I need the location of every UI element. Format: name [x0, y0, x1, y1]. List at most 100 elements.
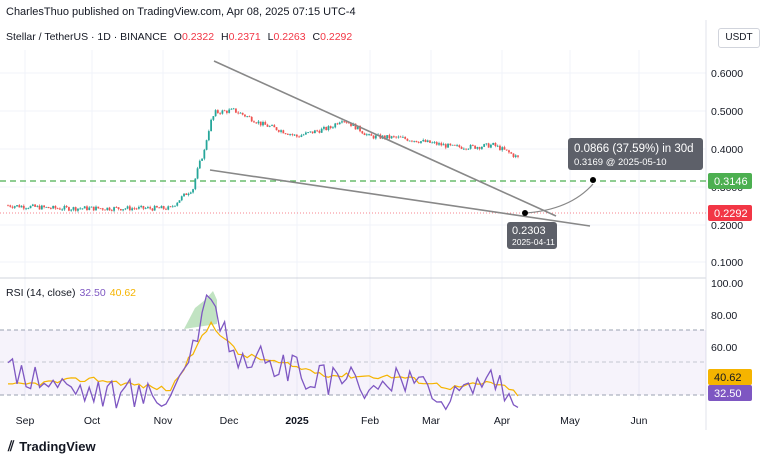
candle: [61, 209, 64, 211]
candle: [372, 135, 375, 139]
candle: [34, 204, 36, 207]
currency-button[interactable]: USDT: [718, 28, 760, 48]
candle: [43, 205, 46, 208]
candle: [147, 207, 149, 209]
candle: [31, 204, 34, 206]
candle: [219, 112, 222, 114]
wedge-upper-line: [213, 60, 557, 217]
candle: [117, 207, 120, 209]
candle: [293, 134, 296, 136]
projection-end-point: [590, 177, 596, 183]
candle: [478, 147, 481, 149]
candle: [309, 131, 312, 133]
candle: [440, 143, 443, 146]
rsi-ma-badge: [708, 369, 752, 385]
time-tick: Apr: [494, 415, 511, 427]
open-value: 0.2322: [181, 31, 215, 43]
candle: [203, 149, 206, 159]
candle: [104, 209, 106, 211]
candle: [68, 207, 70, 211]
candle: [327, 126, 330, 131]
time-tick: Mar: [422, 415, 441, 427]
candle: [280, 130, 282, 132]
candle: [514, 155, 517, 157]
candle: [99, 208, 102, 210]
candle: [124, 208, 127, 210]
candle: [11, 206, 14, 208]
candle: [52, 205, 55, 209]
candle: [289, 134, 291, 135]
candle: [402, 136, 404, 138]
candle: [212, 116, 215, 120]
candle: [336, 123, 339, 125]
candle: [415, 140, 418, 143]
candle: [142, 205, 145, 209]
low-value: 0.2263: [273, 31, 306, 43]
candle: [404, 136, 407, 139]
candle: [392, 136, 395, 138]
candle: [325, 127, 328, 131]
candle: [286, 133, 289, 135]
candle: [205, 140, 208, 150]
candle: [174, 205, 176, 207]
projection-sub: 0.3169 @ 2025-05-10: [574, 157, 667, 168]
candle: [7, 205, 9, 207]
candle: [97, 206, 100, 209]
candle: [453, 144, 456, 146]
candle: [201, 158, 203, 161]
candle: [88, 207, 91, 211]
symbol-title: Stellar / TetherUS · 1D · BINANCE: [6, 31, 167, 43]
symbol-legend: Stellar / TetherUS · 1D · BINANCE O0.232…: [6, 31, 353, 43]
candle: [95, 206, 97, 211]
candle: [49, 208, 52, 209]
candle: [268, 125, 271, 127]
candle: [363, 133, 366, 136]
candle: [374, 135, 377, 139]
candle: [424, 139, 427, 142]
candle: [316, 130, 319, 132]
tradingview-logo[interactable]: ⫽ TradingView: [8, 438, 96, 455]
candle: [207, 131, 210, 141]
candle: [368, 134, 370, 136]
candle: [246, 116, 249, 118]
candle: [456, 145, 458, 147]
candle: [135, 208, 138, 210]
price-tick: 0.6000: [711, 68, 743, 80]
candle: [300, 135, 303, 137]
candle: [347, 122, 350, 124]
candle: [180, 196, 183, 201]
candle: [476, 147, 479, 149]
rsi-tick: 60.00: [711, 342, 737, 354]
candle: [462, 148, 465, 150]
candle: [273, 125, 276, 128]
candle: [253, 121, 255, 123]
candle: [438, 143, 440, 145]
price-tick: 0.5000: [711, 106, 743, 118]
candle: [137, 206, 140, 209]
candle: [230, 108, 233, 110]
candle: [417, 142, 420, 143]
candle: [63, 206, 66, 210]
candle: [345, 121, 348, 123]
candle: [343, 121, 346, 123]
candle: [388, 135, 391, 139]
candle: [38, 205, 41, 210]
candle: [307, 132, 310, 133]
rsi-legend-ma: 40.62: [109, 287, 137, 299]
time-tick: Oct: [84, 415, 100, 427]
candle: [275, 127, 278, 131]
candle: [74, 207, 77, 211]
candle: [431, 142, 434, 144]
candle: [77, 208, 79, 211]
svg-text:0.2292: 0.2292: [714, 208, 748, 220]
candle: [386, 135, 389, 139]
candle: [471, 144, 474, 146]
candle: [176, 202, 179, 206]
candle: [447, 143, 449, 148]
candle: [221, 110, 224, 114]
candle: [198, 160, 201, 169]
candle: [156, 205, 158, 208]
candle: [517, 155, 519, 157]
candle: [232, 108, 235, 110]
